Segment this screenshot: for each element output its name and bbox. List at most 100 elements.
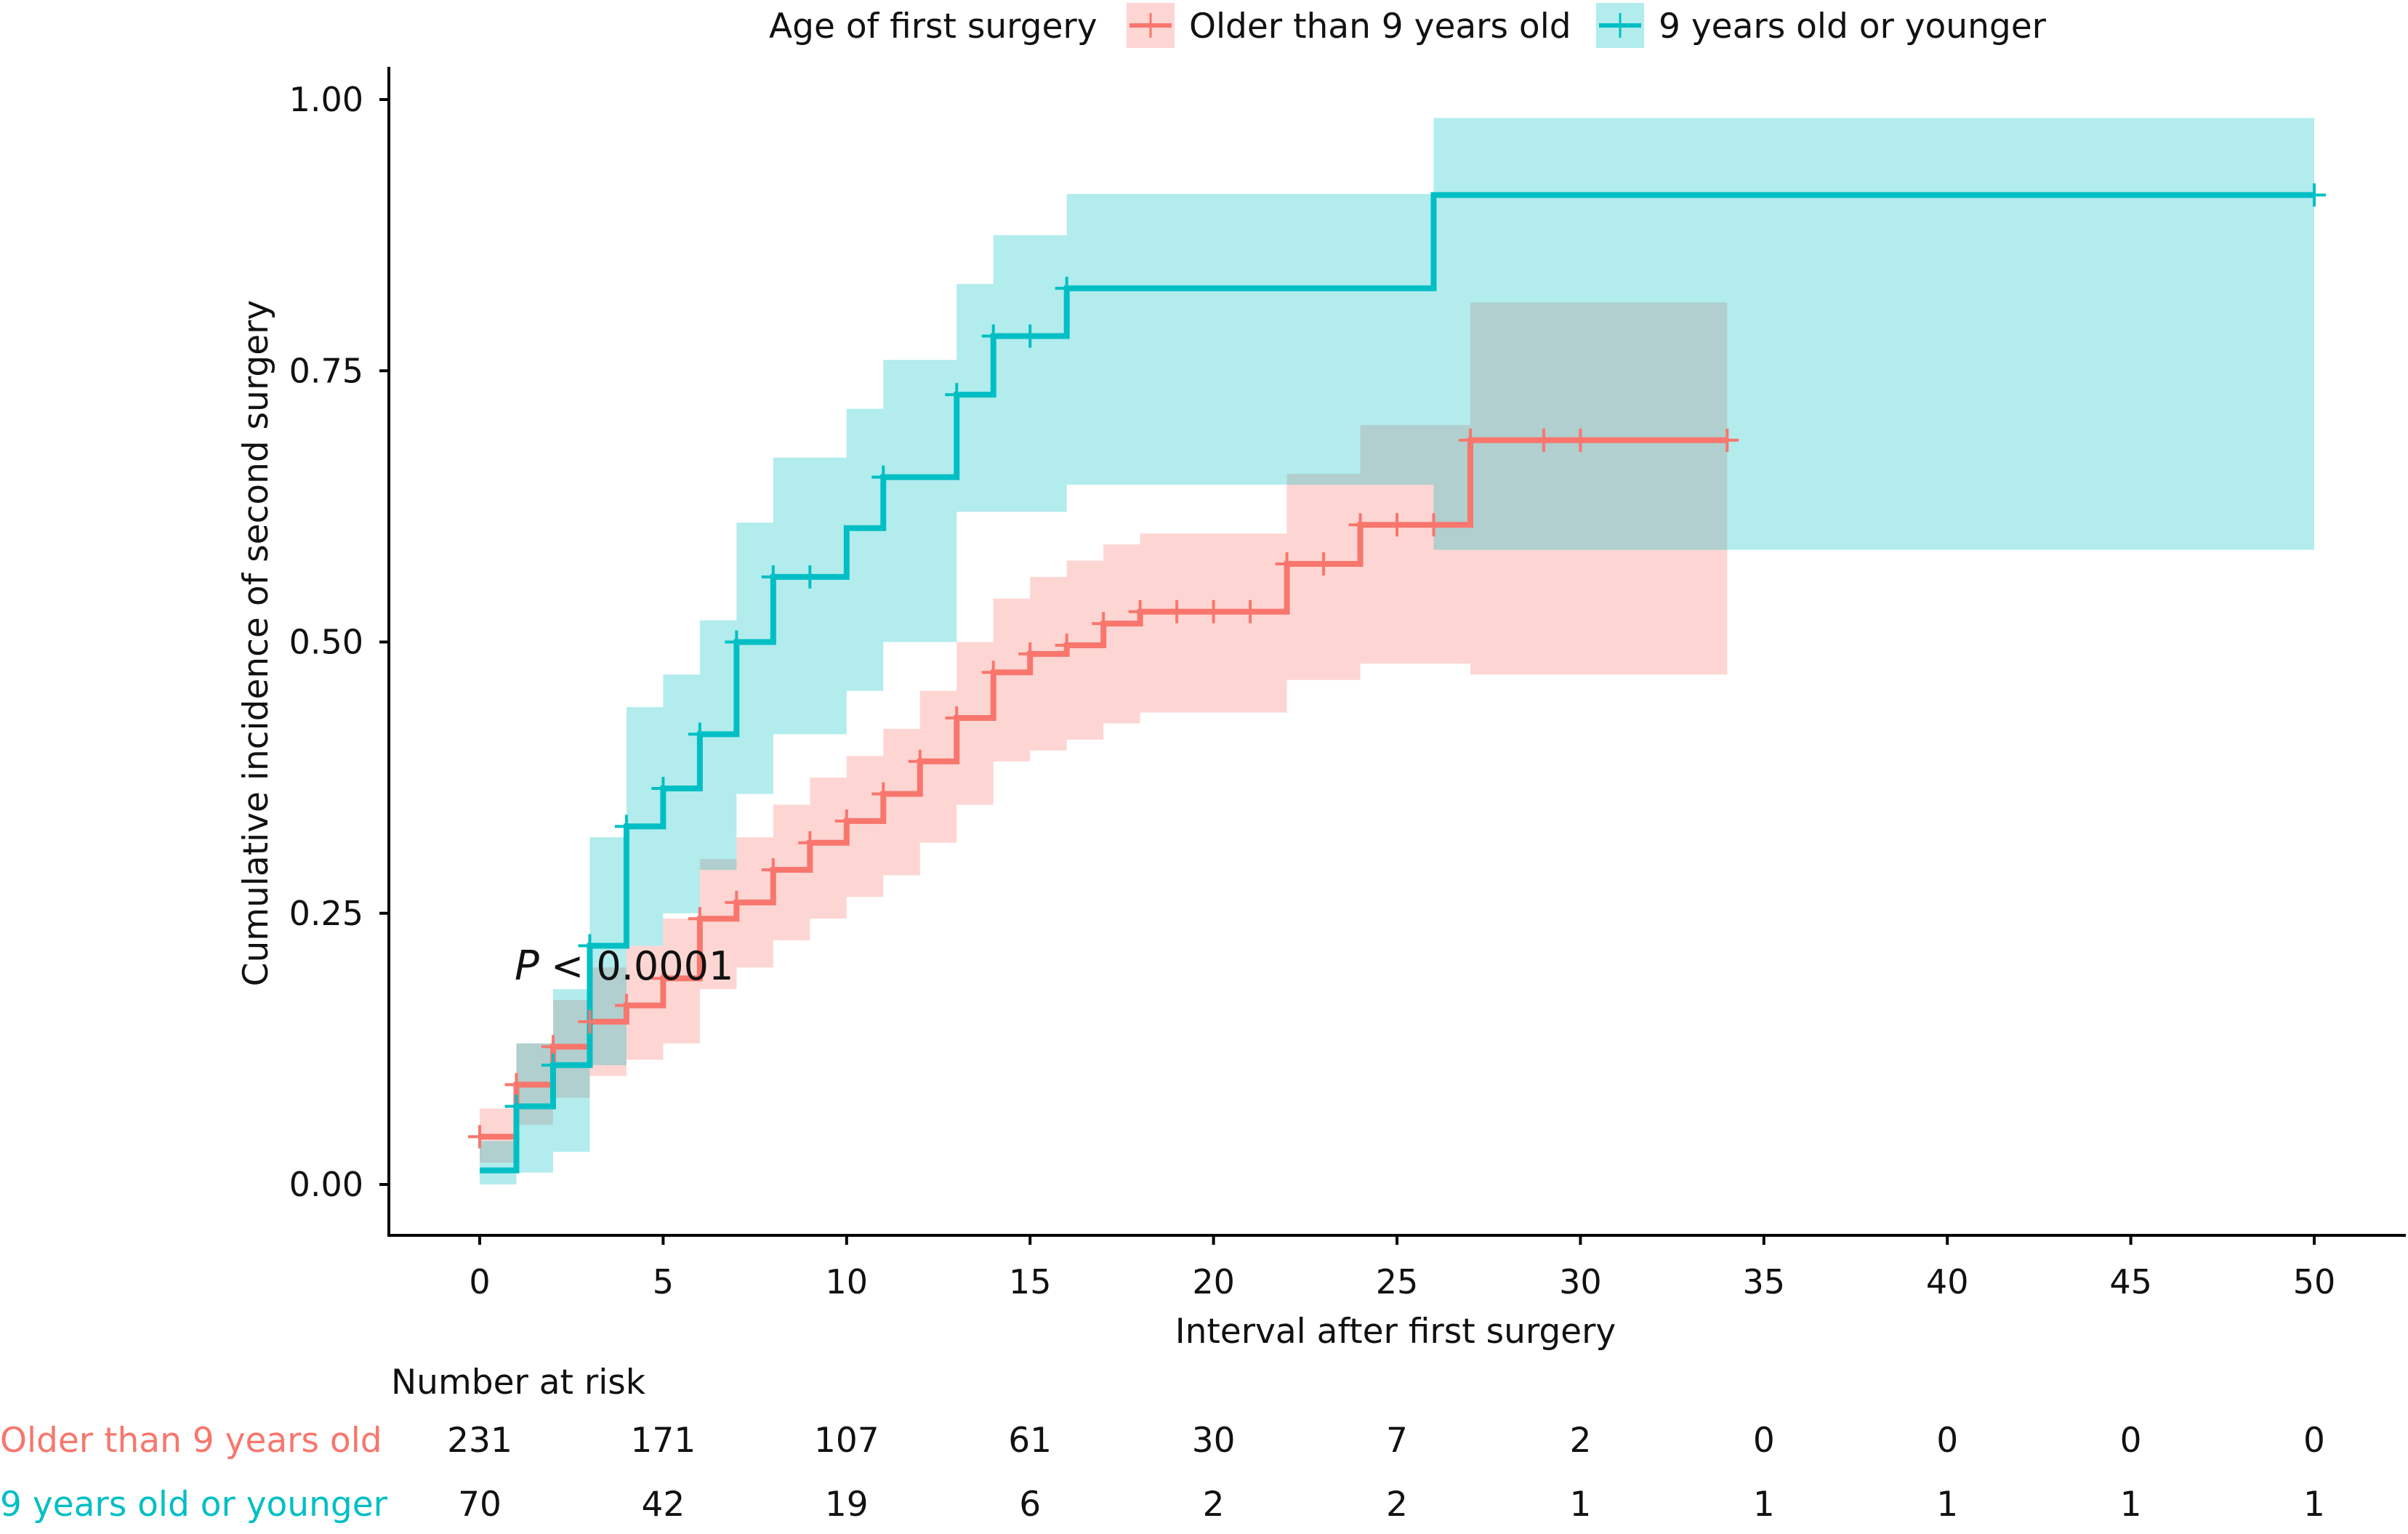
- p-value-annotation: P < 0.0001: [515, 942, 733, 990]
- risk-cell-older: 0: [1936, 1421, 1958, 1461]
- risk-cell-younger: 1: [2303, 1485, 2325, 1525]
- ci-band-younger: [589, 837, 627, 1065]
- x-ticks: 0 5 10 15 20 25 30 35 40 45 50: [469, 1235, 2335, 1301]
- censor-mark-older: [1569, 428, 1592, 452]
- censor-mark-older: [1312, 552, 1336, 576]
- risk-row-label-older: Older than 9 years old: [0, 1421, 382, 1461]
- risk-cell-younger: 1: [2120, 1485, 2142, 1525]
- ci-band-older: [1103, 544, 1140, 724]
- censor-mark-older: [1531, 428, 1555, 452]
- risk-table-cells: 231 171 107 61 30 7 2 0 0 0 0 70 42 19 6 2 2 1 1 1 1 1: [447, 1421, 2325, 1525]
- ci-band-older: [1030, 576, 1067, 751]
- x-tick-label: 50: [2293, 1262, 2336, 1301]
- risk-cell-younger: 1: [1569, 1485, 1591, 1525]
- x-tick-label: 40: [1926, 1262, 1969, 1301]
- censor-mark-older: [798, 831, 822, 855]
- censor-mark-older: [1385, 513, 1409, 537]
- y-tick-label: 0.25: [289, 894, 363, 933]
- risk-cell-older: 0: [2303, 1421, 2325, 1461]
- risk-cell-younger: 2: [1203, 1485, 1225, 1525]
- p-value: < 0.0001: [551, 943, 733, 989]
- censor-mark-younger: [504, 1094, 528, 1118]
- censor-mark-older: [1201, 600, 1225, 623]
- risk-cell-older: 2: [1569, 1421, 1591, 1461]
- ci-band-younger: [957, 283, 994, 512]
- risk-cell-older: 231: [447, 1421, 512, 1461]
- ci-band-younger: [552, 989, 590, 1152]
- censor-mark-younger: [2303, 183, 2326, 207]
- censor-marks: [468, 183, 2326, 1149]
- risk-cell-younger: 6: [1019, 1485, 1041, 1525]
- y-tick-label: 1.00: [289, 80, 363, 119]
- censor-mark-older: [908, 749, 932, 773]
- x-tick-label: 30: [1559, 1262, 1602, 1301]
- censor-mark-younger: [871, 465, 895, 489]
- risk-table: Number at risk Older than 9 years old 9 …: [0, 1363, 2325, 1525]
- ci-band-older: [846, 756, 884, 897]
- ci-band-older: [1470, 302, 1728, 675]
- x-tick-label: 25: [1376, 1262, 1419, 1301]
- censor-mark-younger: [798, 565, 822, 589]
- censor-mark-younger: [614, 815, 638, 839]
- censor-mark-older: [688, 907, 712, 931]
- risk-cell-older: 30: [1192, 1421, 1236, 1461]
- risk-cell-younger: 2: [1386, 1485, 1408, 1525]
- censor-mark-older: [761, 858, 785, 882]
- censor-mark-older: [614, 993, 638, 1017]
- risk-cell-older: 0: [1753, 1421, 1775, 1461]
- risk-cell-older: 0: [2120, 1421, 2142, 1461]
- censor-mark-older: [871, 782, 895, 806]
- censor-mark-older: [1715, 428, 1739, 452]
- x-tick-label: 45: [2109, 1262, 2152, 1301]
- censor-mark-older: [725, 890, 749, 914]
- ci-band-older: [993, 598, 1031, 762]
- risk-cell-older: 171: [631, 1421, 696, 1461]
- censor-mark-younger: [688, 722, 712, 746]
- censor-mark-older: [1239, 600, 1263, 623]
- x-tick-label: 0: [469, 1262, 490, 1301]
- y-tick-label: 0.75: [289, 351, 363, 390]
- p-label: P: [515, 942, 539, 990]
- legend: Age of first surgery Older than 9 years …: [769, 3, 2047, 48]
- risk-cell-older: 7: [1386, 1421, 1408, 1461]
- censor-mark-older: [1055, 633, 1079, 657]
- ci-band-older: [957, 642, 994, 805]
- ci-band-older: [699, 859, 737, 990]
- ci-band-younger: [480, 1141, 517, 1184]
- risk-cell-younger: 1: [1936, 1485, 1958, 1525]
- ci-band-younger: [663, 674, 700, 913]
- censor-mark-older: [578, 1010, 602, 1034]
- censor-mark-older: [1458, 428, 1482, 452]
- ci-band-older: [883, 728, 920, 876]
- censor-mark-younger: [541, 1053, 565, 1077]
- risk-row-label-younger: 9 years old or younger: [0, 1485, 388, 1525]
- confidence-bands: [480, 118, 2314, 1184]
- ci-band-younger: [1066, 193, 1434, 485]
- ci-band-younger: [736, 522, 773, 794]
- risk-cell-older: 61: [1008, 1421, 1052, 1461]
- y-axis-label: Cumulative incidence of second surgery: [236, 300, 276, 987]
- censor-mark-older: [1165, 600, 1189, 623]
- risk-cell-younger: 70: [458, 1485, 502, 1525]
- y-tick-label: 0.00: [289, 1165, 363, 1204]
- ci-band-younger: [699, 620, 737, 871]
- risk-table-title: Number at risk: [391, 1363, 646, 1402]
- y-ticks: 0.00 0.25 0.50 0.75 1.00: [289, 80, 389, 1204]
- risk-cell-older: 107: [814, 1421, 879, 1461]
- x-axis-label: Interval after first surgery: [1175, 1312, 1616, 1352]
- censor-mark-older: [1018, 642, 1042, 666]
- censor-mark-older: [468, 1125, 491, 1149]
- ci-band-older: [919, 690, 957, 843]
- x-tick-label: 10: [826, 1262, 869, 1301]
- y-tick-label: 0.50: [289, 623, 363, 662]
- ci-band-younger: [1433, 118, 2314, 550]
- ci-band-older: [1360, 424, 1470, 664]
- ci-band-younger: [883, 360, 957, 642]
- censor-mark-younger: [725, 630, 749, 654]
- series-line-younger: [480, 192, 2314, 1174]
- ci-band-younger: [773, 457, 847, 735]
- censor-mark-older: [1422, 513, 1446, 537]
- ci-band-older: [1066, 560, 1104, 740]
- ci-band-older: [1286, 474, 1361, 680]
